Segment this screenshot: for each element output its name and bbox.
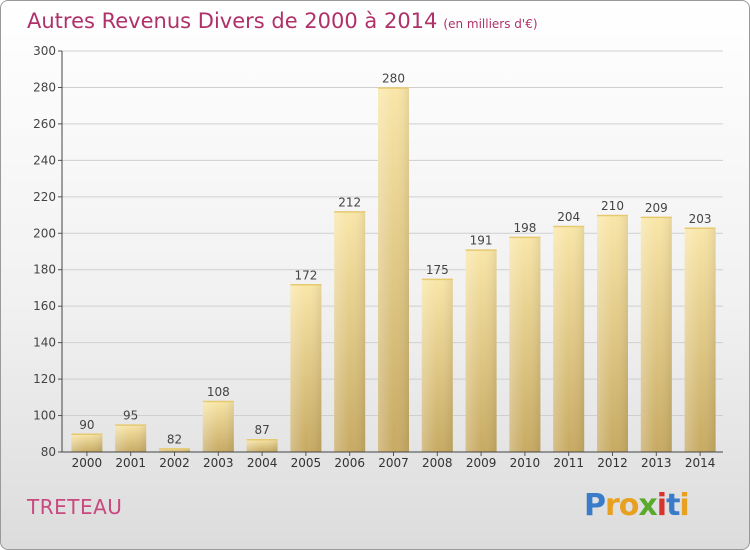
bar-shade xyxy=(421,278,453,452)
y-tick-label: 120 xyxy=(33,372,56,386)
logo-letter: i xyxy=(679,488,689,523)
logo-letter: P xyxy=(584,488,606,523)
logo-letter: x xyxy=(638,488,657,523)
bar-shade xyxy=(334,211,366,452)
chart-title: Autres Revenus Divers de 2000 à 2014 (en … xyxy=(27,9,538,33)
logo-letter: r xyxy=(605,488,620,523)
proxiti-logo: Proxiti xyxy=(584,488,690,523)
x-tick-label: 2012 xyxy=(597,456,628,470)
bar-shade xyxy=(465,249,497,452)
y-tick-label: 80 xyxy=(41,445,56,459)
y-tick-label: 240 xyxy=(33,153,56,167)
value-label: 209 xyxy=(645,201,668,215)
bar-shade xyxy=(202,400,234,452)
value-label: 172 xyxy=(294,268,317,282)
bar-shade xyxy=(553,225,585,452)
x-tick-label: 2002 xyxy=(159,456,190,470)
bar-layer: 90 95 82 108 87 172 212 280 175 191 198 204 210 209 20… xyxy=(71,71,716,453)
x-tick-label: 2000 xyxy=(72,456,103,470)
x-tick-label: 2011 xyxy=(553,456,584,470)
y-tick-label: 300 xyxy=(33,44,56,58)
bar-shade xyxy=(115,424,147,452)
chart-title-text: Autres Revenus Divers de 2000 à 2014 xyxy=(27,9,438,33)
bar-shade xyxy=(509,236,541,452)
x-tick-label: 2010 xyxy=(510,456,541,470)
x-tick-label: 2007 xyxy=(378,456,409,470)
x-tick-label: 2001 xyxy=(115,456,146,470)
value-label: 90 xyxy=(79,418,94,432)
value-label: 95 xyxy=(123,409,138,423)
x-tick-label: 2009 xyxy=(466,456,497,470)
axis-layer: 80 100 120 140 160 180 200 220 240 260 280 300 2000 2… xyxy=(33,44,723,470)
x-tick-label: 2013 xyxy=(641,456,672,470)
bar-shade xyxy=(640,216,672,452)
value-label: 82 xyxy=(167,432,182,446)
y-tick-label: 280 xyxy=(33,80,56,94)
x-tick-label: 2008 xyxy=(422,456,453,470)
logo-letter: t xyxy=(666,488,680,523)
bar-shade xyxy=(597,215,628,452)
chart-unit: (en milliers d'€) xyxy=(443,17,538,31)
bar-shade xyxy=(246,439,278,452)
logo-letter: i xyxy=(656,488,667,523)
y-tick-label: 180 xyxy=(33,263,56,277)
bar-shade xyxy=(71,433,103,452)
value-label: 204 xyxy=(557,210,580,224)
y-tick-label: 260 xyxy=(33,117,56,131)
value-label: 280 xyxy=(382,71,405,85)
x-tick-label: 2014 xyxy=(685,456,716,470)
bar-shade xyxy=(684,227,716,452)
value-label: 108 xyxy=(207,385,230,399)
bar-shade xyxy=(159,448,190,452)
bar-shade xyxy=(290,284,322,452)
bar-shade xyxy=(378,87,409,453)
value-label: 175 xyxy=(426,263,449,277)
commune-name: TRETEAU xyxy=(27,495,123,519)
value-label: 191 xyxy=(470,234,493,248)
value-label: 198 xyxy=(513,221,536,235)
x-tick-label: 2003 xyxy=(203,456,234,470)
logo-letter: o xyxy=(618,488,640,523)
x-tick-label: 2005 xyxy=(291,456,322,470)
x-tick-label: 2004 xyxy=(247,456,278,470)
y-tick-label: 160 xyxy=(33,299,56,313)
y-tick-label: 100 xyxy=(33,409,56,423)
value-label: 87 xyxy=(254,423,269,437)
value-label: 212 xyxy=(338,195,361,209)
value-label: 203 xyxy=(689,212,712,226)
value-label: 210 xyxy=(601,199,624,213)
x-tick-label: 2006 xyxy=(334,456,365,470)
y-tick-label: 220 xyxy=(33,190,56,204)
y-tick-label: 140 xyxy=(33,336,56,350)
y-tick-label: 200 xyxy=(33,226,56,240)
